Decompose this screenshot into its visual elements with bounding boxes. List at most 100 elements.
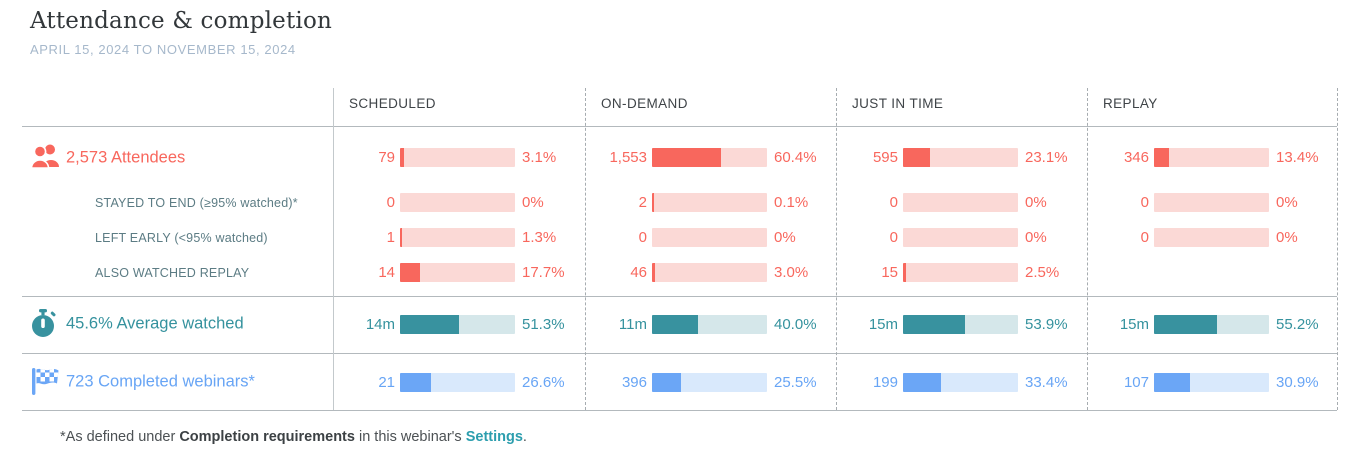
left-early-just-in-time-cell: 0 0% [842, 228, 1088, 247]
divider [22, 126, 1337, 127]
also-replay-on-demand-cell: 46 3.0% [591, 263, 837, 282]
count-value: 0 [1140, 229, 1149, 246]
avg-watched-replay-cell: 15m 55.2% [1093, 314, 1339, 334]
column-divider [1087, 88, 1088, 410]
attendees-label: 2,573 Attendees [66, 148, 186, 166]
average-watched-row: 45.6% Average watched 14m 51.3% 11m 40.0… [0, 309, 1350, 337]
settings-link[interactable]: Settings [465, 429, 523, 445]
count-value: 0 [386, 194, 395, 211]
completed-webinars-row: 723 Completed webinars* 21 26.6% 396 25.… [0, 368, 1350, 395]
bar [652, 193, 767, 212]
percent-value: 13.4% [1276, 149, 1319, 166]
divider [22, 296, 1337, 297]
count-value: 79 [378, 149, 395, 166]
footnote-bold-text: Completion requirements [179, 429, 355, 445]
percent-value: 25.5% [774, 373, 817, 391]
bar [652, 263, 767, 282]
bar [400, 228, 515, 247]
percent-value: 60.4% [774, 149, 817, 166]
divider [22, 353, 1337, 354]
count-value: 14 [378, 264, 395, 281]
column-divider [585, 88, 586, 410]
left-early-scheduled-cell: 1 1.3% [339, 228, 585, 247]
bar [652, 372, 767, 392]
count-value: 21 [378, 373, 395, 391]
footnote-text: . [522, 429, 527, 445]
percent-value: 40.0% [774, 315, 817, 333]
percent-value: 0% [1025, 194, 1047, 211]
stayed-on-demand-cell: 2 0.1% [591, 193, 837, 212]
column-header-replay: REPLAY [1103, 96, 1158, 111]
footnote-text: *As defined under [60, 429, 180, 445]
footnote: *As defined under Completion requirement… [60, 429, 527, 445]
percent-value: 0.1% [774, 194, 809, 211]
completed-replay-cell: 107 30.9% [1093, 372, 1339, 392]
percent-value: 3.1% [522, 149, 557, 166]
count-value: 396 [621, 373, 647, 391]
column-divider [836, 88, 837, 410]
bar [1154, 372, 1269, 392]
average-watched-label: 45.6% Average watched [66, 314, 244, 333]
bar [903, 314, 1018, 334]
stayed-replay-cell: 0 0% [1093, 193, 1339, 212]
page-title: Attendance & completion [30, 8, 333, 34]
left-early-on-demand-cell: 0 0% [591, 228, 837, 247]
bar [1154, 228, 1269, 247]
completed-on-demand-cell: 396 25.5% [591, 372, 837, 392]
completed-just-in-time-cell: 199 33.4% [842, 372, 1088, 392]
percent-value: 30.9% [1276, 373, 1319, 391]
checkered-flag-icon [30, 367, 62, 397]
also-watched-replay-row: ALSO WATCHED REPLAY 14 17.7% 46 3.0% 15 … [0, 263, 1350, 282]
bar [652, 228, 767, 247]
count-value: 1 [386, 229, 395, 246]
stayed-just-in-time-cell: 0 0% [842, 193, 1088, 212]
date-range-label: APRIL 15, 2024 TO NOVEMBER 15, 2024 [30, 42, 296, 57]
percent-value: 0% [1276, 194, 1298, 211]
left-early-replay-cell: 0 0% [1093, 228, 1339, 247]
count-value: 2 [638, 194, 647, 211]
column-header-just-in-time: JUST IN TIME [852, 96, 944, 111]
column-header-scheduled: SCHEDULED [349, 96, 436, 111]
also-watched-replay-label: ALSO WATCHED REPLAY [95, 265, 250, 280]
bar [1154, 314, 1269, 334]
count-value: 595 [872, 149, 898, 166]
count-value: 107 [1123, 373, 1149, 391]
bar [1154, 148, 1269, 167]
count-value: 199 [872, 373, 898, 391]
percent-value: 2.5% [1025, 264, 1060, 281]
bar [903, 148, 1018, 167]
bar [903, 372, 1018, 392]
count-value: 0 [889, 229, 898, 246]
count-value: 0 [889, 194, 898, 211]
attendees-row: 2,573 Attendees 79 3.1% 1,553 60.4% 595 … [0, 144, 1350, 169]
percent-value: 33.4% [1025, 373, 1068, 391]
avg-watched-scheduled-cell: 14m 51.3% [339, 314, 585, 334]
also-replay-just-in-time-cell: 15 2.5% [842, 263, 1088, 282]
avg-watched-on-demand-cell: 11m 40.0% [591, 314, 837, 334]
bar [652, 314, 767, 334]
percent-value: 55.2% [1276, 315, 1319, 333]
duration-value: 15m [868, 315, 898, 333]
percent-value: 0% [522, 194, 544, 211]
bar [400, 372, 515, 392]
avg-watched-just-in-time-cell: 15m 53.9% [842, 314, 1088, 334]
stayed-scheduled-cell: 0 0% [339, 193, 585, 212]
bar [400, 263, 515, 282]
bar [652, 148, 767, 167]
stopwatch-icon [30, 309, 62, 339]
divider [22, 410, 1337, 411]
percent-value: 51.3% [522, 315, 565, 333]
bar [400, 148, 515, 167]
percent-value: 1.3% [522, 229, 557, 246]
count-value: 15 [881, 264, 898, 281]
percent-value: 23.1% [1025, 149, 1068, 166]
count-value: 0 [1140, 194, 1149, 211]
people-icon [30, 143, 62, 173]
count-value: 346 [1123, 149, 1149, 166]
percent-value: 0% [1025, 229, 1047, 246]
percent-value: 17.7% [522, 264, 565, 281]
duration-value: 14m [365, 315, 395, 333]
bar [1154, 193, 1269, 212]
bar [903, 263, 1018, 282]
completed-scheduled-cell: 21 26.6% [339, 372, 585, 392]
